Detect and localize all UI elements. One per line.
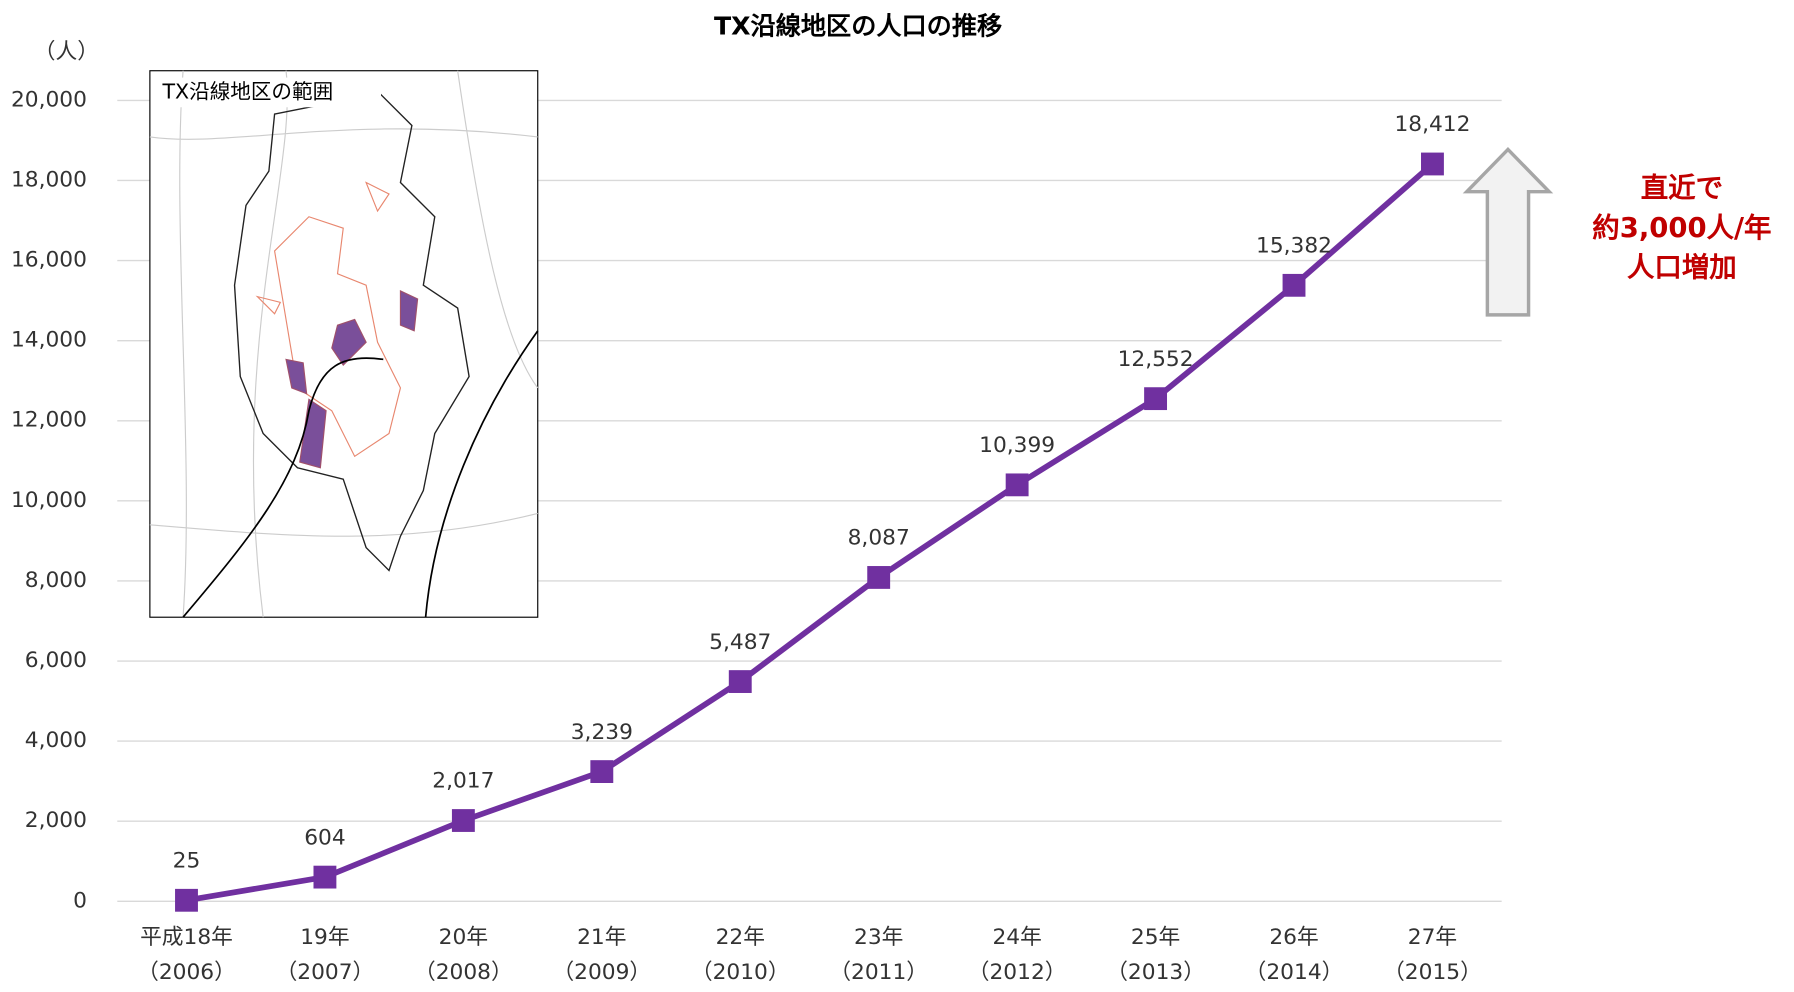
inset-districts [255,181,402,458]
y-tick-label: 6,000 [25,648,87,673]
data-label: 3,239 [571,720,633,745]
marker [313,865,337,889]
data-label: 5,487 [709,630,771,655]
marker [1282,273,1306,297]
marker [451,809,475,832]
x-tick-label: 23年 [854,925,903,950]
x-tick-year: （2014） [1245,960,1344,985]
x-tick-label: 26年 [1269,925,1318,950]
data-label: 25 [173,849,201,874]
data-label: 10,399 [979,433,1055,458]
y-tick-label: 12,000 [11,408,87,433]
x-tick-label: 19年 [300,925,349,950]
inset-tx-area [285,290,419,469]
inset-map: TX沿線地区の範囲 [149,70,539,618]
x-tick-year: （2007） [276,960,375,985]
marker [1144,387,1168,411]
x-tick-year: （2013） [1106,960,1205,985]
x-tick-year: （2009） [552,960,651,985]
x-tick-label: 27年 [1408,925,1457,950]
x-tick-year: （2012） [968,960,1067,985]
line [186,161,1435,904]
inset-railway [182,330,539,618]
annotation: 約3,000人/年 [1592,212,1771,244]
marker [867,566,891,589]
inset-roads [149,70,539,618]
marker [590,760,614,783]
marker [175,888,198,912]
data-label: 12,552 [1118,347,1194,372]
annotation: 直近で [1641,173,1723,204]
x-tick-year: （2010） [691,960,790,985]
x-tick-label: 24年 [992,925,1041,950]
y-tick-label: 16,000 [11,248,87,273]
y-tick-label: 18,000 [11,168,87,193]
x-tick-label: 20年 [439,925,488,950]
data-label: 604 [304,825,345,850]
increase-arrow [1462,147,1554,317]
marker [1421,152,1444,176]
x-tick-label: 22年 [716,925,765,950]
y-tick-label: 20,000 [11,87,87,112]
x-tick-year: （2015） [1383,960,1482,985]
y-tick-label: 2,000 [25,808,87,833]
x-tick-label: 25年 [1131,925,1180,950]
inset-title-bg [156,77,381,108]
y-tick-label: 8,000 [25,568,87,593]
inset-boundary [233,90,470,572]
x-tick-label: 平成18年 [140,925,233,950]
x-tick-label: 21年 [577,925,626,950]
y-tick-label: 14,000 [11,328,87,353]
y-tick-label: 0 [73,888,87,913]
inset-title: TX沿線地区の範囲 [161,79,333,103]
x-tick-year: （2006） [137,960,236,985]
chart-title: TX沿線地区の人口の推移 [714,11,1002,40]
data-label: 2,017 [432,769,494,794]
annotation: 人口増加 [1627,252,1737,284]
marker [1005,473,1029,497]
data-label: 8,087 [848,526,910,551]
data-label: 18,412 [1394,112,1470,137]
marker [728,670,752,693]
x-tick-year: （2011） [829,960,928,985]
y-tick-label: 10,000 [11,488,87,513]
x-tick-year: （2008） [414,960,513,985]
y-axis-label: （人） [34,39,99,64]
y-tick-label: 4,000 [25,728,87,753]
data-label: 15,382 [1256,234,1332,259]
